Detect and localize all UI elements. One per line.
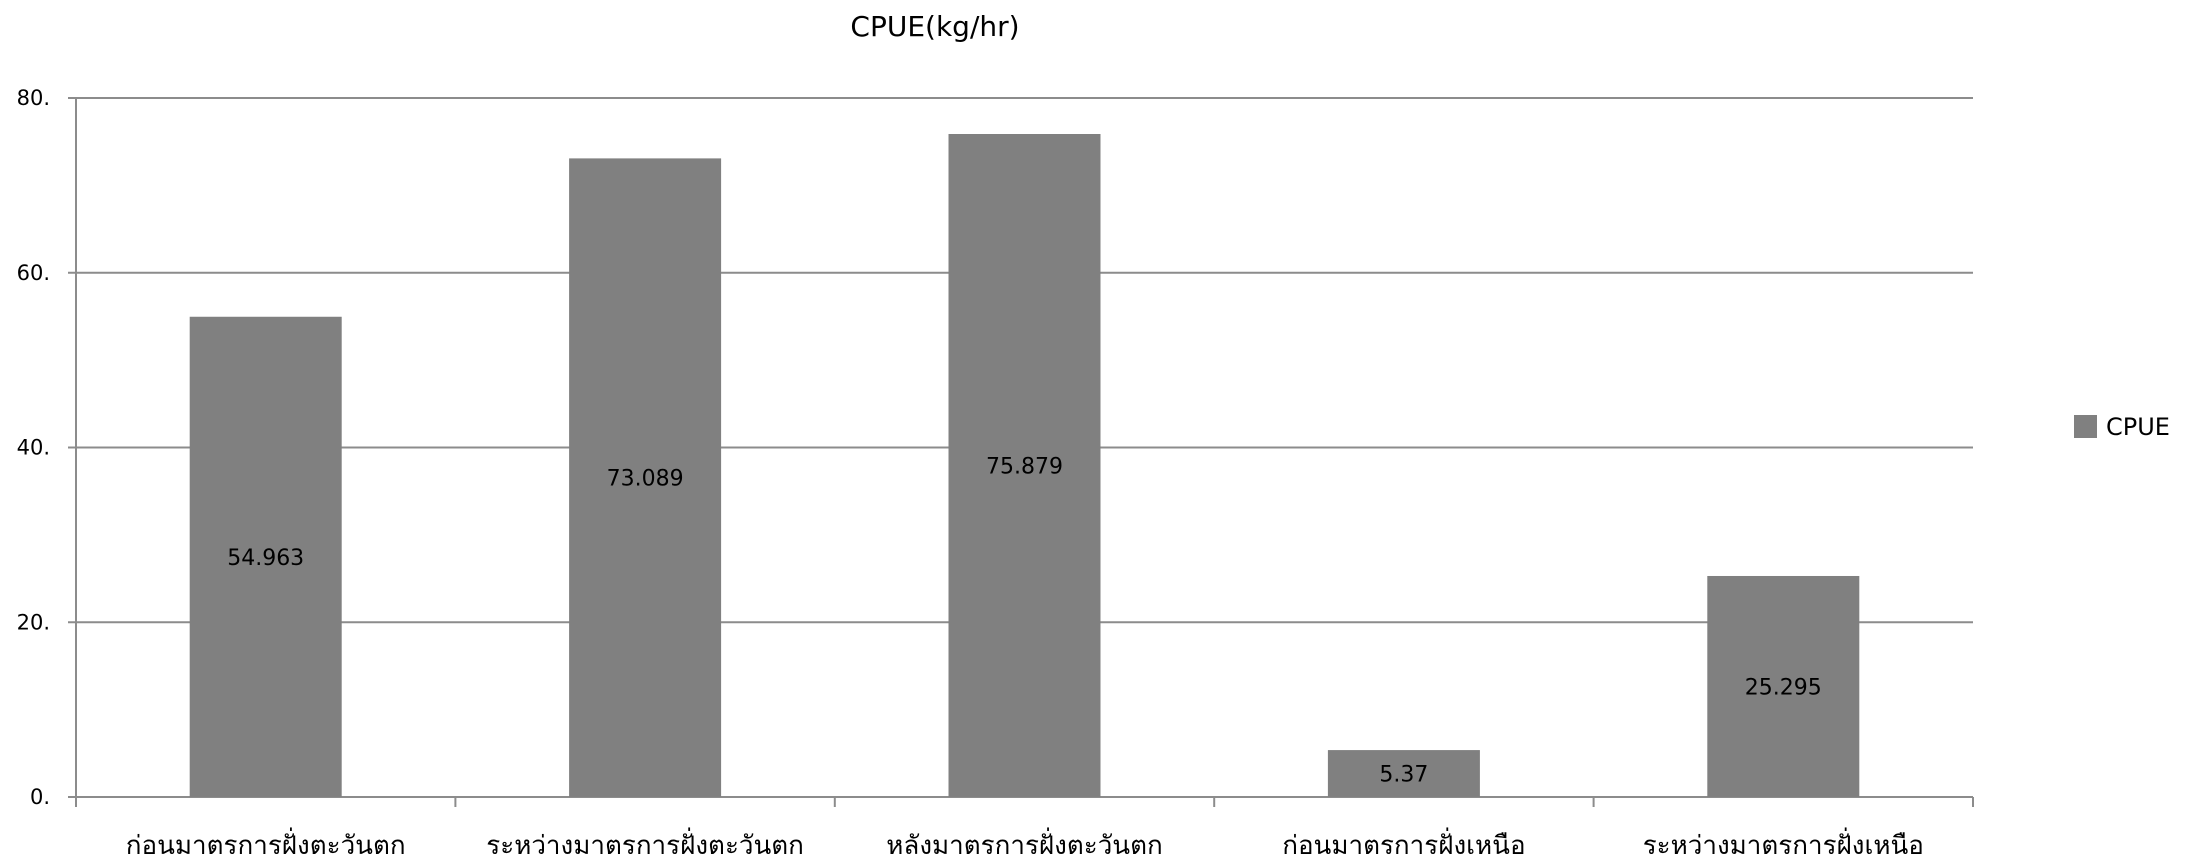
data-label-4: 5.37 — [1379, 763, 1428, 788]
x-category-label: หลังมาตรการฝั่งตะวันตก — [886, 827, 1162, 861]
bar-3 — [948, 134, 1101, 798]
y-tick-label: 40. — [17, 436, 50, 460]
data-label-1: 54.963 — [227, 546, 304, 571]
bar-4 — [1327, 750, 1480, 797]
y-tick-label: 80. — [17, 86, 50, 110]
y-tick-label: 60. — [17, 261, 50, 285]
axes: 0. 20. 40. 60. 80. ก่อนมาตรการฝั่งตะวันตก ระหว… — [17, 86, 1974, 861]
legend-swatch-cpue — [2074, 415, 2097, 438]
bar-2 — [569, 158, 722, 797]
data-label-2: 73.089 — [607, 467, 684, 492]
x-category-label: ก่อนมาตรการฝั่งเหนือ — [1282, 827, 1525, 861]
bar-5 — [1707, 575, 1860, 797]
y-tick-label: 0. — [30, 785, 50, 809]
data-labels: 54.963 73.089 75.879 5.37 25.295 — [227, 455, 1822, 788]
chart-title: CPUE(kg/hr) — [850, 10, 1019, 43]
x-category-label: ระหว่างมาตรการฝั่งตะวันตก — [486, 827, 804, 861]
bars — [189, 134, 1860, 798]
legend: CPUE — [2074, 413, 2170, 441]
bar-1 — [189, 316, 342, 797]
legend-label-cpue: CPUE — [2106, 413, 2170, 441]
data-label-5: 25.295 — [1745, 675, 1822, 700]
x-category-label: ระหว่างมาตรการฝั่งเหนือ — [1643, 827, 1924, 861]
y-tick-label: 20. — [17, 610, 50, 634]
x-category-label: ก่อนมาตรการฝั่งตะวันตก — [126, 827, 406, 861]
data-label-3: 75.879 — [986, 455, 1063, 480]
